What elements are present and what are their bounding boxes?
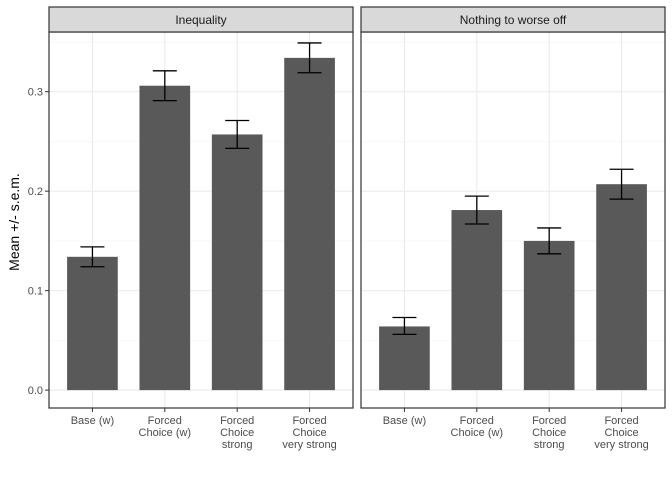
bar-2-2 (451, 210, 503, 391)
bar-2-3 (523, 240, 575, 391)
panels: Inequality Base (w) Forced Choice (w) Forced… (28, 6, 666, 451)
y-axis-title: Mean +/- s.e.m. (6, 173, 22, 271)
x-tick-label-2-4: Forced Choice very strong (594, 415, 648, 451)
y-tick-label: 0.3 (28, 87, 43, 99)
bar-1-2 (139, 85, 191, 391)
error-bar-1-2 (152, 70, 177, 102)
y-tick-label: 0.2 (28, 186, 43, 198)
bar-1-1 (67, 256, 118, 391)
error-bar-1-3 (225, 119, 250, 150)
strip-background (48, 6, 354, 33)
error-bar-2-4 (609, 168, 634, 200)
bar-2-1 (379, 326, 430, 391)
error-bar-2-2 (464, 195, 489, 225)
y-tick-label: 0.1 (28, 286, 43, 298)
error-bar-2-1 (392, 316, 417, 336)
panel-1: Inequality Base (w) Forced Choice (w) Forced… (28, 6, 354, 451)
bar-1-3 (211, 134, 263, 391)
x-tick-label-1-4: Forced Choice very strong (282, 415, 336, 451)
error-bar-1-1 (80, 246, 105, 268)
error-bar-2-3 (537, 227, 562, 255)
y-tick-label: 0.0 (28, 385, 43, 397)
x-tick-label-2-2: Forced Choice (w) (451, 415, 504, 439)
panel-2: Nothing to worse off Base (w) Forced Choice… (360, 6, 666, 451)
strip-background (360, 6, 666, 33)
strip-title-1: Inequality (175, 13, 226, 27)
strip-title-2: Nothing to worse off (460, 13, 567, 27)
x-tick-label-1-2: Forced Choice (w) (139, 415, 192, 439)
error-bar-1-4 (297, 42, 322, 74)
x-tick-label-2-1: Base (w) (383, 415, 426, 427)
x-tick-label-2-3: Forced Choice strong (532, 415, 566, 451)
bar-1-4 (284, 57, 335, 391)
bar-2-4 (596, 184, 647, 391)
x-tick-label-1-3: Forced Choice strong (220, 415, 254, 451)
x-tick-label-1-1: Base (w) (71, 415, 114, 427)
